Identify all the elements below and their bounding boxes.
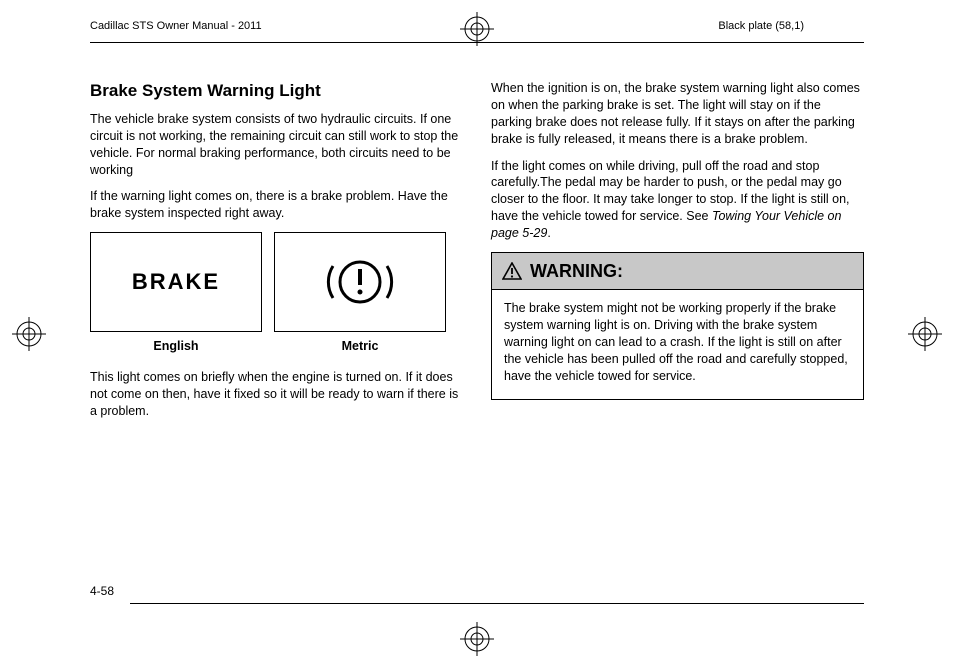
indicator-icons: BRAKE	[90, 232, 463, 332]
warning-triangle-icon	[502, 262, 522, 280]
warning-body: The brake system might not be working pr…	[492, 290, 863, 398]
brake-english-icon: BRAKE	[90, 232, 262, 332]
brake-metric-icon	[274, 232, 446, 332]
label-english: English	[90, 338, 262, 355]
warning-box: WARNING: The brake system might not be w…	[491, 252, 864, 400]
header-left-text: Cadillac STS Owner Manual - 2011	[90, 20, 262, 32]
para-brake-warning: If the warning light comes on, there is …	[90, 188, 463, 222]
footer-rule	[130, 603, 864, 604]
left-column: Brake System Warning Light The vehicle b…	[90, 80, 463, 578]
label-metric: Metric	[274, 338, 446, 355]
section-title: Brake System Warning Light	[90, 80, 463, 103]
para-light-brief: This light comes on briefly when the eng…	[90, 369, 463, 420]
warning-header: WARNING:	[492, 253, 863, 290]
crop-mark-bottom	[460, 622, 494, 656]
header-right-text: Black plate (58,1)	[718, 20, 804, 32]
crop-mark-right	[908, 317, 942, 351]
para-ignition: When the ignition is on, the brake syste…	[491, 80, 864, 148]
indicator-labels: English Metric	[90, 338, 463, 355]
header-rule	[90, 42, 864, 43]
para-driving-c: .	[547, 226, 550, 240]
para-brake-intro: The vehicle brake system consists of two…	[90, 111, 463, 179]
content-area: Brake System Warning Light The vehicle b…	[90, 80, 864, 578]
para-driving: If the light comes on while driving, pul…	[491, 158, 864, 242]
warning-title: WARNING:	[530, 259, 623, 283]
crop-mark-left	[12, 317, 46, 351]
right-column: When the ignition is on, the brake syste…	[491, 80, 864, 578]
page-header: Cadillac STS Owner Manual - 2011 Black p…	[0, 16, 954, 42]
brake-word: BRAKE	[132, 267, 220, 297]
page-number: 4-58	[90, 584, 114, 598]
